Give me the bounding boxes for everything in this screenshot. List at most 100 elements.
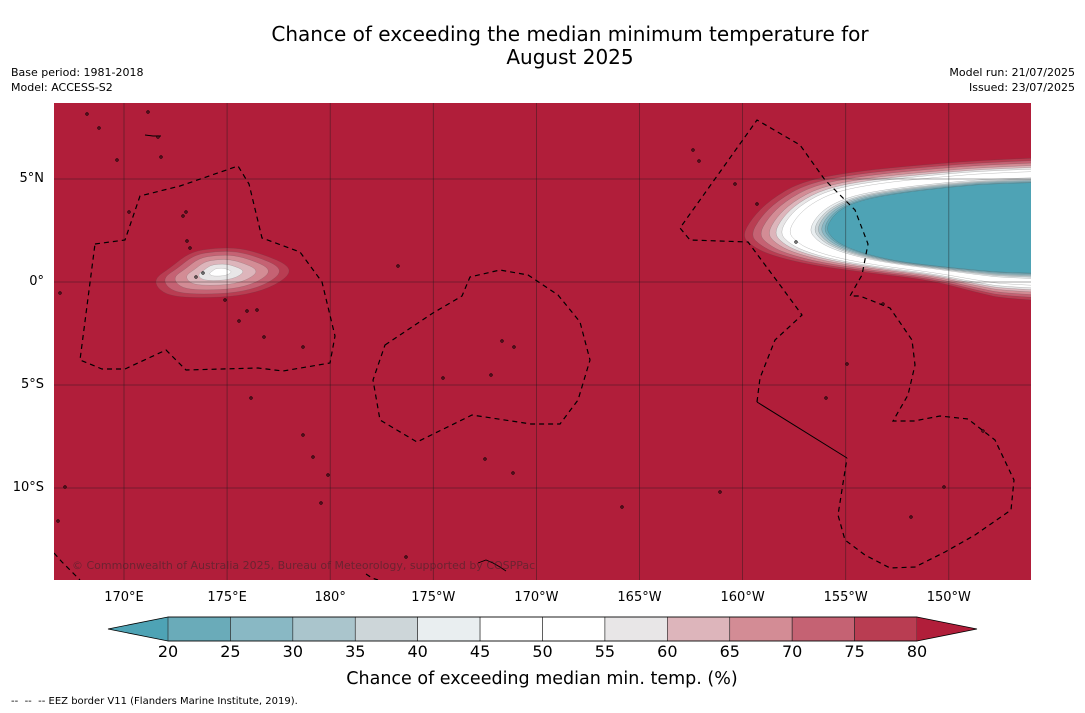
island-marker <box>188 246 192 250</box>
island-marker <box>159 155 163 159</box>
island-marker <box>396 264 400 268</box>
figure-title-line-2: August 2025 <box>506 45 634 69</box>
colorbar-segment <box>854 616 918 642</box>
island-marker <box>718 490 722 494</box>
probability-shading <box>155 157 1031 301</box>
island-marker <box>794 240 798 244</box>
eez-border <box>79 165 336 372</box>
metadata-left: Base period: 1981-2018 Model: ACCESS-S2 <box>11 65 143 95</box>
latitude-label: 0° <box>29 274 44 289</box>
island-marker <box>733 182 737 186</box>
colorbar-tick-label: 30 <box>282 642 303 661</box>
island-marker <box>85 112 89 116</box>
island-marker <box>194 275 198 279</box>
island-marker <box>620 505 624 509</box>
colorbar-segment <box>542 616 606 642</box>
island-marker <box>115 158 119 162</box>
island-marker <box>185 239 189 243</box>
islands <box>56 110 985 572</box>
colorbar-segment <box>791 616 855 642</box>
island-marker <box>97 126 101 130</box>
longitude-label: 175°E <box>207 590 247 605</box>
longitude-label: 170°W <box>514 590 559 605</box>
longitude-label: 155°W <box>823 590 868 605</box>
model-text: Model: ACCESS-S2 <box>11 81 113 94</box>
island-marker <box>404 555 408 559</box>
western-probability-band <box>209 267 232 277</box>
eez-border <box>365 573 379 580</box>
island-marker <box>245 309 249 313</box>
island-marker <box>301 345 305 349</box>
colorbar-tick-label: 40 <box>407 642 428 661</box>
eez-borders <box>54 119 1015 580</box>
copyright-notice: © Commonwealth of Australia 2025, Bureau… <box>72 559 536 572</box>
island-marker <box>63 485 67 489</box>
colorbar-segment <box>729 616 793 642</box>
island-marker <box>301 433 305 437</box>
latitude-label: 5°N <box>19 171 45 186</box>
longitude-label: 150°W <box>926 590 971 605</box>
colorbar-tick-label: 70 <box>781 642 803 661</box>
colorbar-segment <box>479 616 543 642</box>
colorbar <box>107 616 978 642</box>
eastern-probability-band <box>827 182 1031 274</box>
island-marker <box>184 210 188 214</box>
longitude-label: 160°W <box>720 590 765 605</box>
eez-border <box>372 269 591 443</box>
latitude-label: 5°S <box>20 377 44 392</box>
base-period-text: Base period: 1981-2018 <box>11 66 144 79</box>
colorbar-outline <box>107 616 978 642</box>
colorbar-segment <box>417 616 481 642</box>
island-marker <box>511 471 515 475</box>
map-panel <box>54 103 1031 580</box>
figure-title-line-1: Chance of exceeding the median minimum t… <box>271 22 869 46</box>
colorbar-label: Chance of exceeding median min. temp. (%… <box>346 669 738 689</box>
colorbar-segment <box>167 616 231 642</box>
island-marker <box>909 515 913 519</box>
issued-date-text: Issued: 23/07/2025 <box>968 81 1075 94</box>
colorbar-tick-label: 20 <box>157 642 179 661</box>
island-marker <box>319 501 323 505</box>
island-marker <box>489 373 493 377</box>
island-marker <box>127 210 131 214</box>
colorbar-tick-label: 25 <box>220 642 241 661</box>
longitude-label: 170°E <box>104 590 144 605</box>
colorbar-extension-low <box>108 617 168 641</box>
colorbar-tick-label: 75 <box>844 642 865 661</box>
metadata-right: Model run: 21/07/2025 Issued: 23/07/2025 <box>949 65 1075 95</box>
coastline <box>477 559 507 572</box>
island-marker <box>181 214 185 218</box>
island-marker <box>981 429 985 433</box>
model-run-text: Model run: 21/07/2025 <box>949 66 1075 79</box>
island-marker <box>56 519 60 523</box>
colorbar-tick-label: 55 <box>594 642 616 661</box>
island-marker <box>146 110 150 114</box>
island-marker <box>156 135 160 139</box>
longitude-label: 165°W <box>617 590 662 605</box>
island-marker <box>755 202 759 206</box>
colorbar-tick-label: 65 <box>719 642 740 661</box>
island-marker <box>845 362 849 366</box>
island-marker <box>697 159 701 163</box>
island-marker <box>249 396 253 400</box>
colorbar-tick-label: 45 <box>469 642 491 661</box>
latitude-label: 10°S <box>12 480 44 495</box>
island-marker <box>512 345 516 349</box>
colorbar-tick-label: 50 <box>532 642 553 661</box>
colorbar-extension-high <box>917 617 977 641</box>
island-marker <box>483 457 487 461</box>
colorbar-segment <box>604 616 668 642</box>
island-marker <box>691 148 695 152</box>
island-marker <box>237 319 241 323</box>
island-marker <box>255 308 259 312</box>
island-marker <box>201 271 205 275</box>
island-marker <box>223 298 227 302</box>
island-marker <box>881 302 885 306</box>
longitude-label: 180° <box>314 590 346 605</box>
island-marker <box>500 339 504 343</box>
island-marker <box>311 455 315 459</box>
island-marker <box>824 396 828 400</box>
colorbar-tick-label: 60 <box>657 642 678 661</box>
longitude-label: 175°W <box>411 590 456 605</box>
